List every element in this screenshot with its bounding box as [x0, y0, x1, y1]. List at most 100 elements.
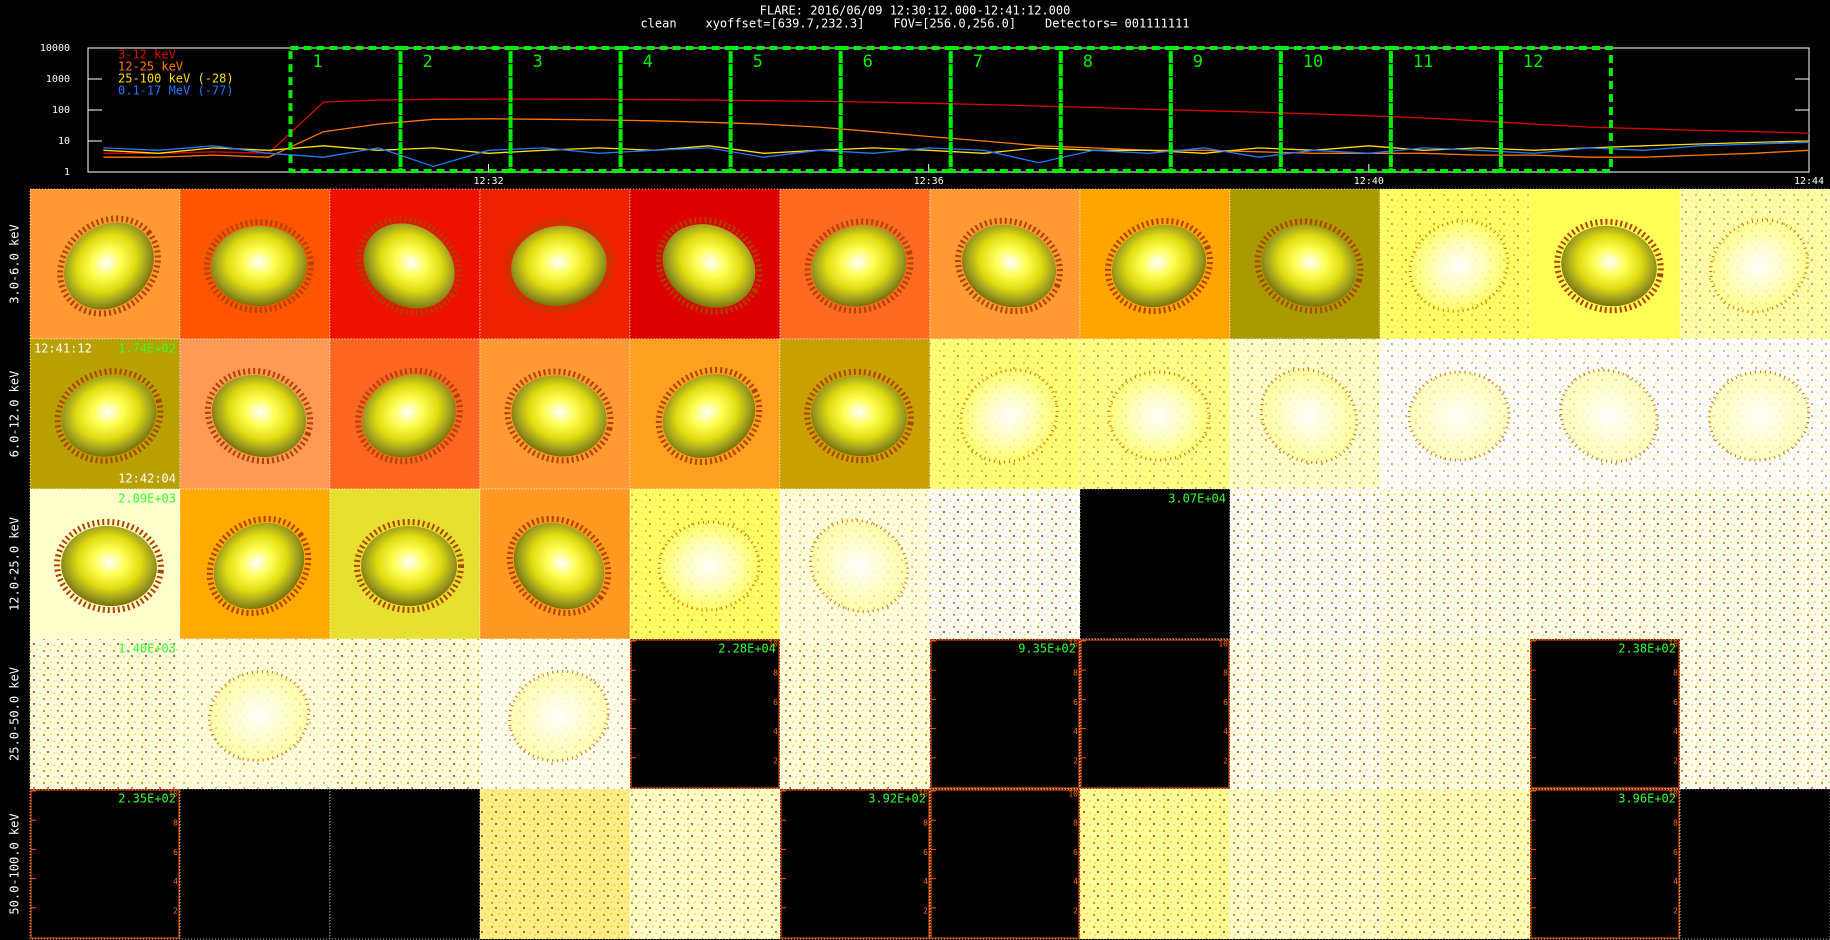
cell-label: 9.35E+02 — [1018, 642, 1076, 656]
source-edge — [655, 366, 763, 466]
image-cell: 2 4 6 8 102.38E+02 — [1529, 638, 1681, 790]
source — [211, 374, 307, 458]
speckle — [1380, 489, 1530, 639]
source-halo — [657, 520, 761, 612]
image-cell: 2 4 6 8 102.35E+02 — [29, 788, 181, 940]
source-halo — [1107, 370, 1211, 462]
cell-border — [1679, 788, 1830, 940]
series-line — [103, 98, 1810, 154]
source-edge — [504, 368, 614, 464]
source — [811, 225, 907, 307]
image-cell — [1679, 788, 1830, 940]
cell-background — [330, 789, 480, 939]
series-line — [103, 140, 1810, 154]
image-cell: 2 4 6 8 103.92E+02 — [779, 788, 931, 940]
speckle — [930, 489, 1080, 639]
image-cell — [329, 338, 481, 490]
image-cell — [179, 338, 331, 490]
source-halo — [1559, 368, 1659, 464]
source-edge — [1554, 218, 1664, 314]
source — [662, 373, 756, 459]
interval-label: 8 — [1083, 52, 1093, 72]
source-halo — [1259, 368, 1359, 464]
legend-entry: 0.1-17 MeV (-77) — [118, 84, 234, 98]
source-edge — [355, 367, 463, 465]
cell-axes — [930, 789, 1080, 939]
image-cell — [1679, 638, 1830, 790]
source — [61, 525, 157, 607]
source-edge — [655, 217, 763, 315]
image-cell — [179, 788, 331, 940]
cell-axis-label: 4 — [1673, 877, 1678, 886]
image-cell: 2.09E+03 — [29, 488, 181, 640]
y-tick-label: 10 — [58, 136, 70, 147]
source-edge — [354, 519, 464, 613]
image-cell — [479, 788, 631, 940]
y-tick-label: 10000 — [40, 43, 70, 54]
series-line — [103, 141, 1810, 168]
cell-axes — [1080, 639, 1230, 789]
speckle — [1230, 789, 1380, 939]
image-cell — [1229, 638, 1381, 790]
image-cell — [479, 488, 631, 640]
interval-label: 6 — [863, 52, 873, 72]
source — [662, 224, 756, 308]
cell-axis-label: 4 — [773, 727, 778, 736]
source-edge — [804, 368, 914, 464]
speckle — [780, 639, 930, 789]
source — [211, 225, 307, 307]
image-cell — [1529, 338, 1681, 490]
cell-axis-label: 8 — [1073, 819, 1078, 828]
cell-axis-label: 4 — [1073, 877, 1078, 886]
cell-axis-label: 6 — [773, 698, 778, 707]
y-tick-label: 100 — [52, 105, 70, 116]
image-cell — [1229, 338, 1381, 490]
image-cell — [1229, 788, 1381, 940]
cell-axis-label: 8 — [923, 819, 928, 828]
y-tick-label: 1 — [64, 167, 70, 178]
cell-axis-label: 2 — [1223, 756, 1228, 765]
image-cell — [1379, 788, 1531, 940]
source — [363, 223, 455, 309]
cell-label: 2.38E+02 — [1618, 642, 1676, 656]
source-edge — [57, 215, 161, 317]
x-tick-label: 12:36 — [914, 176, 944, 187]
source-halo — [508, 669, 610, 763]
image-cell — [329, 188, 481, 340]
cell-background — [930, 639, 1080, 789]
interval-box — [1498, 46, 1613, 173]
cell-label: 3.92E+02 — [868, 792, 926, 806]
x-tick-label: 12:44 — [1794, 176, 1824, 187]
cell-label: 12:41:12 — [34, 342, 92, 356]
image-cell: 12:41:12 1.74E+02 12:42:04 — [29, 338, 181, 490]
source-edge — [54, 518, 164, 614]
x-tick-label: 12:40 — [1354, 176, 1384, 187]
cell-label: 2.09E+03 — [118, 492, 176, 506]
legend-entry: 25-100 keV (-28) — [118, 72, 234, 86]
cell-background — [1530, 789, 1680, 939]
y-tick-label: 1000 — [46, 74, 70, 85]
source — [811, 375, 907, 457]
interval-label: 2 — [423, 52, 433, 72]
cell-background — [780, 789, 930, 939]
speckle — [1230, 639, 1380, 789]
speckle — [630, 789, 780, 939]
image-cell — [29, 188, 181, 340]
cell-axes — [1530, 789, 1680, 939]
image-cell — [329, 788, 481, 940]
row-label: 12.0-25.0 keV — [8, 517, 22, 611]
speckle — [1530, 489, 1680, 639]
image-cell — [1529, 188, 1681, 340]
source — [362, 374, 456, 458]
cell-axis-label: 10 — [1668, 790, 1678, 799]
source — [1261, 225, 1357, 307]
source-edge — [356, 216, 462, 316]
cell-axis-label: 6 — [1073, 848, 1078, 857]
cell-axis-label: 2 — [173, 906, 178, 915]
image-cell — [629, 488, 781, 640]
series-line — [103, 118, 1810, 158]
row-label: 3.0-6.0 keV — [8, 224, 22, 303]
